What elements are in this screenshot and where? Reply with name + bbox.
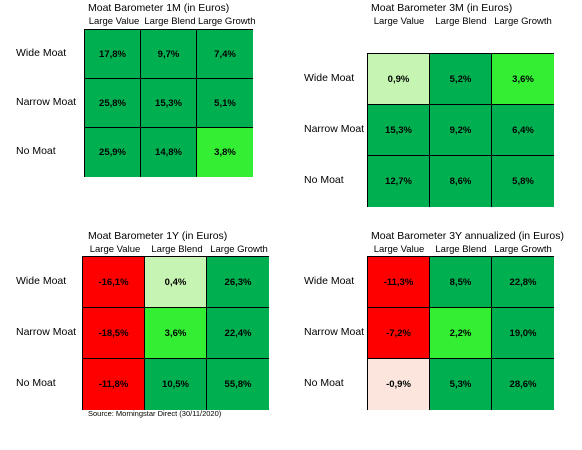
column-header: Large Blend — [435, 244, 487, 255]
heatmap-cell: 0,4% — [145, 257, 207, 308]
panel-title: Moat Barometer 1Y (in Euros) — [88, 230, 228, 242]
heatmap-cell: 12,7% — [368, 156, 430, 207]
row-header: Narrow Moat — [16, 95, 77, 108]
row-header: Wide Moat — [16, 274, 67, 287]
heatmap-grid: -16,1% 0,4% 26,3% -18,5% 3,6% 22,4% -11,8% 10,5… — [82, 256, 269, 410]
heatmap-cell: -0,9% — [368, 359, 430, 410]
heatmap-cell: 9,2% — [430, 105, 492, 156]
heatmap-cell: 3,8% — [197, 128, 253, 177]
row-header: Wide Moat — [304, 71, 355, 84]
heatmap-cell: 5,3% — [430, 359, 492, 410]
heatmap-cell: 15,3% — [368, 105, 430, 156]
row-header: Narrow Moat — [304, 122, 365, 135]
heatmap-cell: 14,8% — [141, 128, 197, 177]
heatmap-cell: 28,6% — [492, 359, 554, 410]
column-header: Large Value — [89, 244, 141, 255]
heatmap-cell: 3,6% — [145, 308, 207, 359]
row-header: No Moat — [16, 376, 56, 389]
heatmap-cell: -11,3% — [368, 257, 430, 308]
heatmap-cell: -11,8% — [83, 359, 145, 410]
heatmap-cell: 26,3% — [207, 257, 269, 308]
heatmap-cell: 0,9% — [368, 54, 430, 105]
panel-title: Moat Barometer 3M (in Euros) — [371, 2, 513, 14]
heatmap-cell: 22,8% — [492, 257, 554, 308]
heatmap-grid: 17,8% 9,7% 7,4% 25,8% 15,3% 5,1% 25,9% 14,8% 3,8… — [84, 29, 253, 177]
column-header: Large Blend — [435, 16, 487, 27]
heatmap-cell: 6,4% — [492, 105, 554, 156]
column-header: Large Growth — [494, 244, 552, 255]
column-header: Large Value — [373, 16, 425, 27]
heatmap-cell: -7,2% — [368, 308, 430, 359]
heatmap-cell: 25,9% — [85, 128, 141, 177]
column-header: Large Growth — [210, 244, 268, 255]
source-note: Source: Morningstar Direct (30/11/2020) — [88, 409, 222, 418]
heatmap-cell: 5,2% — [430, 54, 492, 105]
row-header: No Moat — [304, 173, 344, 186]
column-header: Large Blend — [151, 244, 203, 255]
heatmap-cell: 17,8% — [85, 30, 141, 79]
heatmap-cell: 19,0% — [492, 308, 554, 359]
heatmap-grid: 0,9% 5,2% 3,6% 15,3% 9,2% 6,4% 12,7% 8,6% 5,8% — [367, 53, 554, 207]
heatmap-cell: 15,3% — [141, 79, 197, 128]
heatmap-cell: 8,5% — [430, 257, 492, 308]
heatmap-cell: -16,1% — [83, 257, 145, 308]
column-header: Large Growth — [494, 16, 552, 27]
panel-title: Moat Barometer 1M (in Euros) — [88, 2, 230, 14]
heatmap-cell: 2,2% — [430, 308, 492, 359]
heatmap-cell: -18,5% — [83, 308, 145, 359]
heatmap-grid: -11,3% 8,5% 22,8% -7,2% 2,2% 19,0% -0,9% 5,3% 28… — [367, 256, 554, 410]
column-header: Large Value — [373, 244, 425, 255]
heatmap-cell: 9,7% — [141, 30, 197, 79]
row-header: No Moat — [16, 144, 56, 157]
heatmap-cell: 22,4% — [207, 308, 269, 359]
row-header: Narrow Moat — [16, 325, 77, 338]
column-header: Large Blend — [144, 16, 196, 27]
heatmap-cell: 8,6% — [430, 156, 492, 207]
heatmap-cell: 7,4% — [197, 30, 253, 79]
row-header: Wide Moat — [304, 274, 355, 287]
heatmap-cell: 5,1% — [197, 79, 253, 128]
heatmap-cell: 55,8% — [207, 359, 269, 410]
column-header: Large Value — [88, 16, 140, 27]
column-header: Large Growth — [198, 16, 256, 27]
row-header: Narrow Moat — [304, 325, 365, 338]
heatmap-cell: 5,8% — [492, 156, 554, 207]
row-header: No Moat — [304, 376, 344, 389]
panel-title: Moat Barometer 3Y annualized (in Euros) — [371, 230, 564, 242]
heatmap-cell: 3,6% — [492, 54, 554, 105]
row-header: Wide Moat — [16, 46, 67, 59]
heatmap-cell: 10,5% — [145, 359, 207, 410]
heatmap-cell: 25,8% — [85, 79, 141, 128]
